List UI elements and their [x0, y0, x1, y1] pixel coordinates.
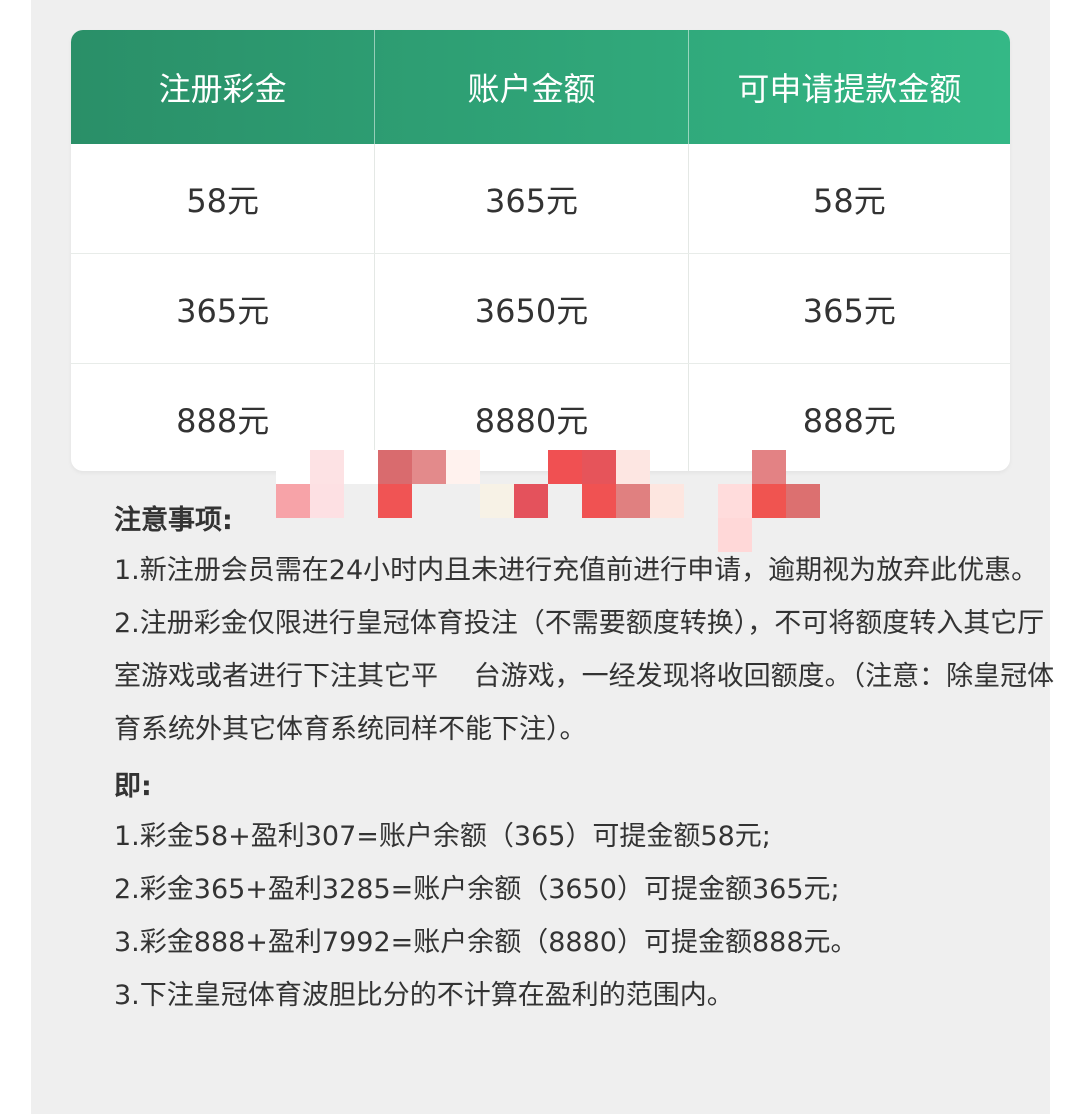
- table-cell: 3650元: [375, 254, 689, 363]
- table-row: 58元 365元 58元: [71, 144, 1010, 254]
- table-row: 365元 3650元 365元: [71, 254, 1010, 364]
- table-row: 888元 8880元 888元: [71, 364, 1010, 471]
- example-item: 3.彩金888+盈利7992=账户余额（8880）可提金额888元。: [114, 927, 858, 958]
- table-header: 注册彩金 账户金额 可申请提款金额: [71, 30, 1010, 144]
- example-title: 即:: [114, 771, 152, 802]
- table-cell: 365元: [375, 144, 689, 253]
- example-item: 1.彩金58+盈利307=账户余额（365）可提金额58元;: [114, 821, 771, 852]
- table-cell: 58元: [71, 144, 376, 253]
- note-item: 1.新注册会员需在24小时内且未进行充值前进行申请，逾期视为放弃此优惠。: [114, 555, 1039, 586]
- pixelated-redaction: [276, 440, 966, 552]
- notes-title: 注意事项:: [114, 505, 233, 536]
- table-cell: 888元: [802, 401, 896, 440]
- content-panel: 注册彩金 账户金额 可申请提款金额 58元 365元 58元 365元 3650…: [31, 0, 1054, 1114]
- table-cell: 365元: [71, 254, 376, 363]
- example-item: 3.下注皇冠体育波胆比分的不计算在盈利的范围内。: [114, 980, 734, 1011]
- header-cell: 可申请提款金额: [737, 70, 962, 108]
- note-item: 2.注册彩金仅限进行皇冠体育投注（不需要额度转换），不可将额度转入其它厅室游戏或…: [114, 608, 1055, 745]
- table-cell: 888元: [71, 364, 376, 471]
- header-cell: 账户金额: [375, 30, 689, 144]
- table-cell: 8880元: [375, 364, 689, 471]
- example-item: 2.彩金365+盈利3285=账户余额（3650）可提金额365元;: [114, 874, 840, 905]
- header-cell: 注册彩金: [71, 30, 376, 144]
- notes-section: 注意事项: 1.新注册会员需在24小时内且未进行充值前进行申请，逾期视为放弃此优…: [114, 498, 1064, 1022]
- bonus-table: 注册彩金 账户金额 可申请提款金额 58元 365元 58元 365元 3650…: [71, 30, 1010, 471]
- table-cell: 365元: [802, 291, 896, 330]
- table-cell: 58元: [812, 181, 886, 220]
